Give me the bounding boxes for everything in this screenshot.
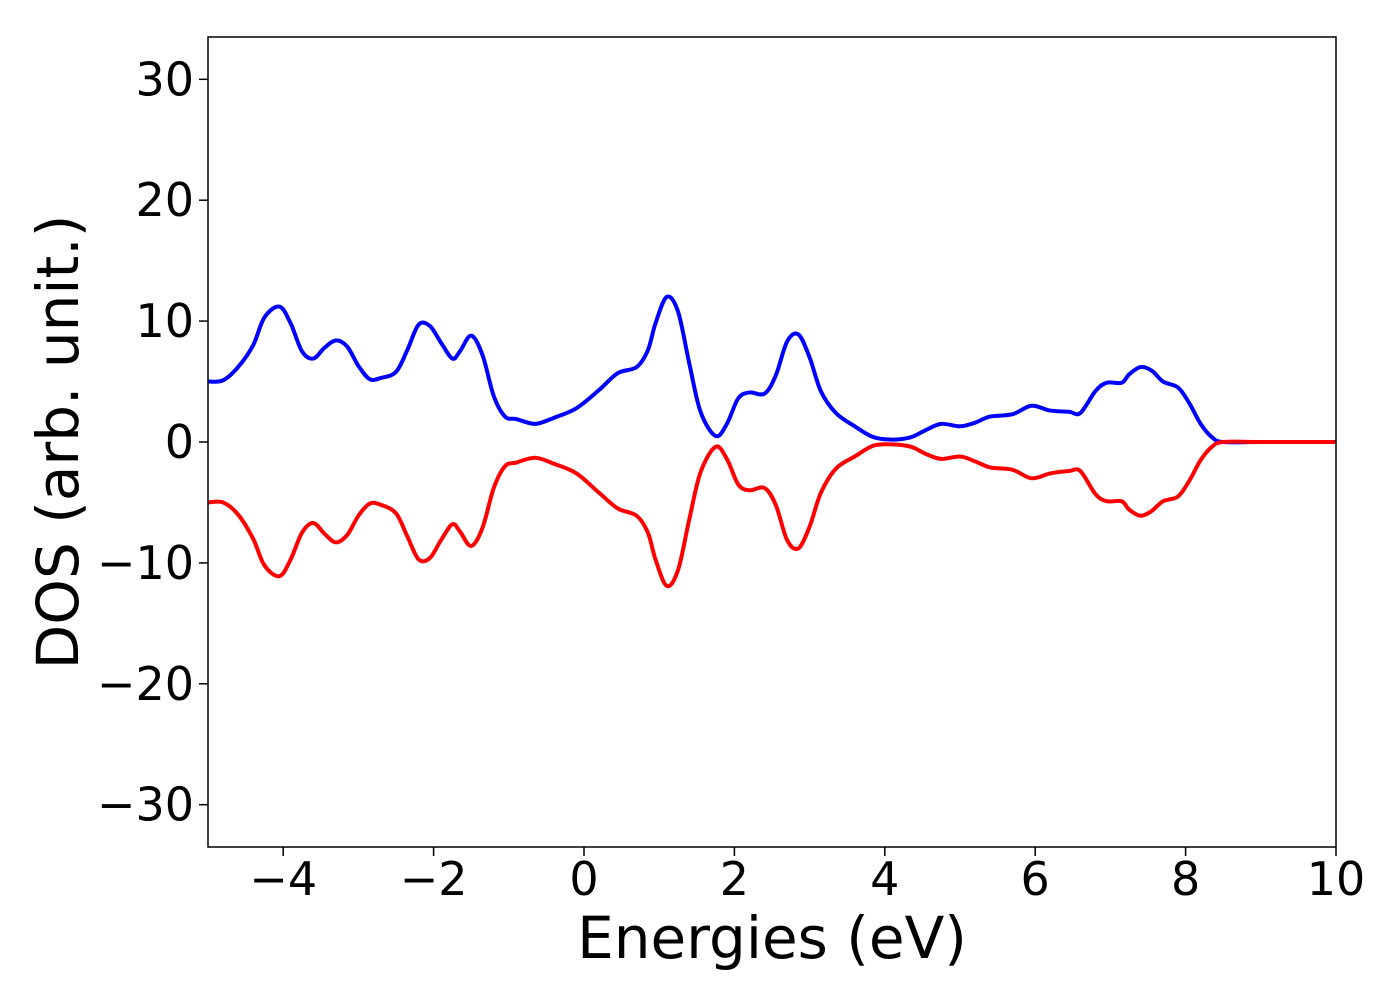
plot-frame	[207, 36, 1337, 848]
x-axis-ticks: −4 −2 0 2 4 6 8 10	[249, 847, 1365, 906]
y-tick-label: 10	[135, 294, 194, 348]
y-axis-label: DOS (arb. unit.)	[24, 215, 92, 670]
x-axis-label: Energies (eV)	[577, 904, 967, 972]
dos-series-line-2	[208, 439, 1336, 589]
dos-series-line-1	[208, 294, 1336, 445]
x-tick-label: 4	[870, 852, 899, 906]
x-tick-label: 6	[1021, 852, 1050, 906]
y-axis-ticks: 30 20 10 0 −10 −20 −30	[97, 52, 208, 832]
x-tick-label: −4	[249, 852, 317, 906]
y-tick-label: −20	[97, 657, 194, 711]
y-tick-label: 0	[165, 415, 194, 469]
x-tick-label: 2	[720, 852, 749, 906]
y-tick-label: 30	[135, 52, 194, 106]
series-layer	[208, 294, 1336, 589]
y-tick-label: −10	[97, 536, 194, 590]
x-tick-label: −2	[400, 852, 468, 906]
y-tick-label: −30	[97, 778, 194, 832]
x-tick-label: 10	[1307, 852, 1366, 906]
y-tick-label: 20	[135, 173, 194, 227]
x-tick-label: 8	[1171, 852, 1200, 906]
x-tick-label: 0	[569, 852, 598, 906]
